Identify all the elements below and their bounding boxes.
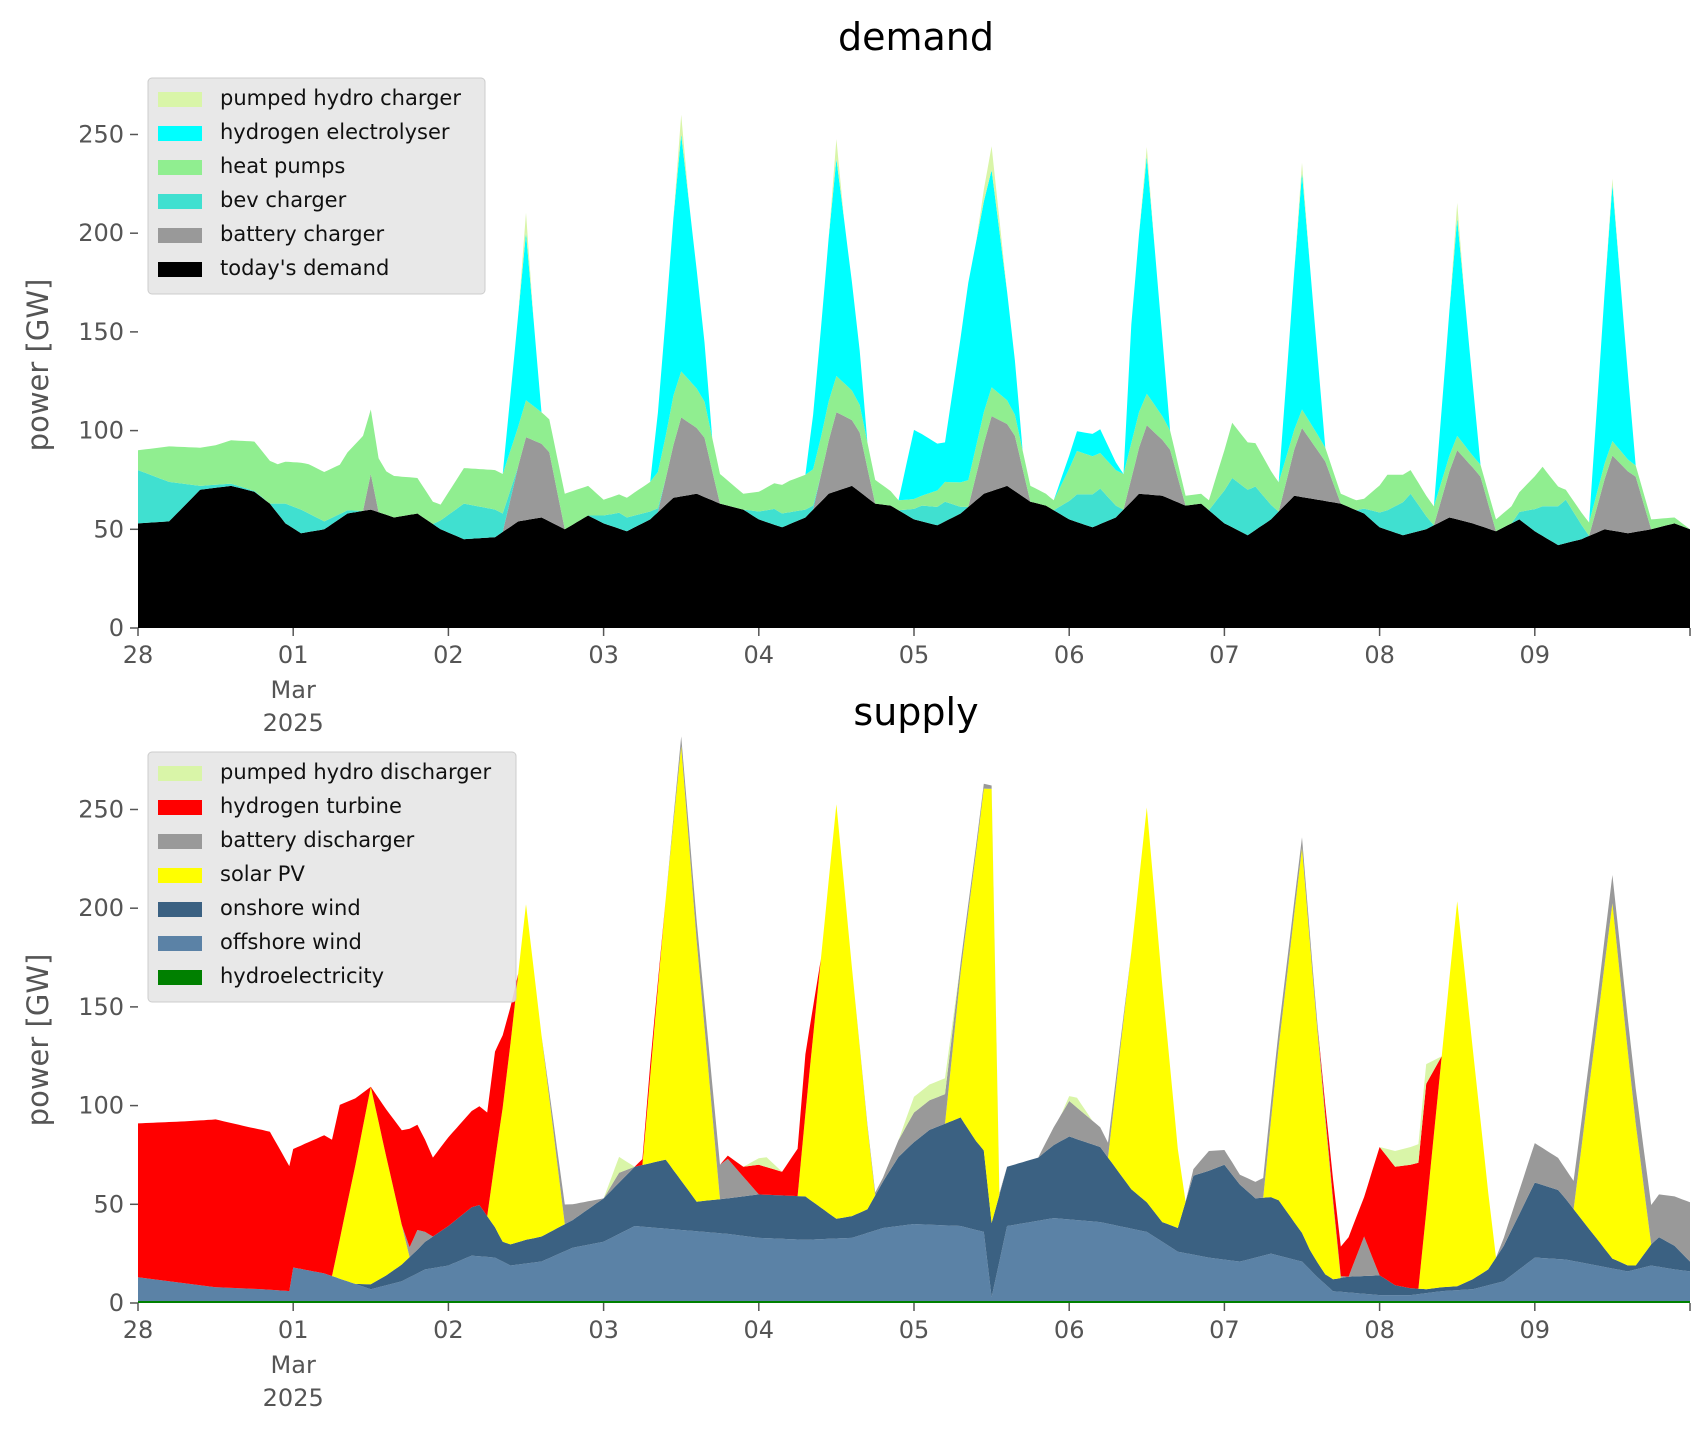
y-tick-label: 150 bbox=[78, 318, 124, 346]
series-area-today-s-demand bbox=[138, 485, 1690, 628]
legend-label-pumped-hydro-charger: pumped hydro charger bbox=[220, 86, 461, 110]
series-area-hydrogen-turbine bbox=[138, 736, 1690, 1292]
legend-label-today-s-demand: today's demand bbox=[220, 256, 389, 280]
legend-label-solar-pv: solar PV bbox=[220, 862, 305, 886]
y-tick-label: 200 bbox=[78, 219, 124, 247]
series-area-pumped-hydro-charger bbox=[138, 114, 1690, 530]
legend-swatch-today-s-demand bbox=[158, 262, 202, 277]
series-area-offshore-wind bbox=[138, 1218, 1690, 1301]
series-area-bev-charger bbox=[138, 412, 1690, 546]
legend-swatch-bev-charger bbox=[158, 194, 202, 209]
x-tick-label: 08 bbox=[1364, 1316, 1395, 1344]
legend-box bbox=[147, 77, 486, 295]
area-layer bbox=[138, 114, 1690, 628]
x-tick-label: 04 bbox=[744, 641, 775, 669]
x-tick-label: 02 bbox=[433, 641, 464, 669]
x-tick-sublabel: 2025 bbox=[263, 1384, 324, 1412]
x-tick-label: 28 bbox=[123, 641, 154, 669]
legend-swatch-hydrogen-turbine bbox=[158, 800, 202, 815]
y-tick-label: 100 bbox=[78, 1092, 124, 1120]
x-tick-label: 09 bbox=[1520, 1316, 1551, 1344]
series-area-battery-charger bbox=[138, 412, 1690, 546]
x-tick-label: 03 bbox=[588, 641, 619, 669]
legend-label-offshore-wind: offshore wind bbox=[220, 930, 362, 954]
legend-swatch-hydrogen-electrolyser bbox=[158, 126, 202, 141]
y-tick-label: 250 bbox=[78, 120, 124, 148]
series-area-onshore-wind bbox=[138, 1117, 1690, 1298]
x-tick-label: 03 bbox=[588, 1316, 619, 1344]
y-tick-label: 250 bbox=[78, 795, 124, 823]
legend-label-hydrogen-turbine: hydrogen turbine bbox=[220, 794, 402, 818]
axes: 0 50 100 150 200 250 28 01 Mar 2025 02 03 04 05 06 07 08… bbox=[78, 795, 1691, 1412]
x-tick-label: 06 bbox=[1054, 1316, 1085, 1344]
chart-title: supply bbox=[853, 690, 978, 734]
legend-label-battery-charger: battery charger bbox=[220, 222, 385, 246]
x-tick-label: 06 bbox=[1054, 641, 1085, 669]
y-tick-label: 50 bbox=[93, 1190, 124, 1218]
legend-label-pumped-hydro-discharger: pumped hydro discharger bbox=[220, 760, 491, 784]
legend-swatch-onshore-wind bbox=[158, 902, 202, 917]
x-tick-sublabel: Mar bbox=[271, 1351, 316, 1379]
area-layer bbox=[138, 736, 1690, 1303]
x-tick-sublabel: 2025 bbox=[263, 709, 324, 737]
y-tick-label: 150 bbox=[78, 993, 124, 1021]
legend-label-heat-pumps: heat pumps bbox=[220, 154, 345, 178]
x-tick-label: 04 bbox=[744, 1316, 775, 1344]
legend-swatch-battery-discharger bbox=[158, 834, 202, 849]
series-area-hydroelectricity bbox=[138, 1301, 1690, 1303]
x-tick-label: 05 bbox=[899, 641, 930, 669]
x-tick-sublabel: Mar bbox=[271, 676, 316, 704]
x-tick-label: 01 bbox=[278, 641, 309, 669]
y-tick-label: 100 bbox=[78, 417, 124, 445]
x-tick-label: 02 bbox=[433, 1316, 464, 1344]
legend-label-battery-discharger: battery discharger bbox=[220, 828, 415, 852]
legend-label-hydroelectricity: hydroelectricity bbox=[220, 964, 384, 988]
legend-label-onshore-wind: onshore wind bbox=[220, 896, 361, 920]
legend: pumped hydro charger hydrogen electrolyse… bbox=[147, 77, 486, 295]
y-tick-label: 0 bbox=[109, 614, 124, 642]
y-axis-label: power [GW] bbox=[21, 954, 55, 1127]
axes: 0 50 100 150 200 250 28 01 Mar 2025 02 03 04 05 06 07 08… bbox=[78, 120, 1691, 737]
legend-label-bev-charger: bev charger bbox=[220, 188, 347, 212]
x-tick-label: 07 bbox=[1209, 1316, 1240, 1344]
legend-swatch-hydroelectricity bbox=[158, 970, 202, 985]
x-tick-label: 08 bbox=[1364, 641, 1395, 669]
series-area-hydrogen-electrolyser bbox=[138, 134, 1690, 530]
x-tick-label: 01 bbox=[278, 1316, 309, 1344]
legend-swatch-pumped-hydro-discharger bbox=[158, 766, 202, 781]
y-tick-label: 200 bbox=[78, 894, 124, 922]
y-axis-label: power [GW] bbox=[21, 279, 55, 452]
x-tick-label: 09 bbox=[1520, 641, 1551, 669]
x-tick-label: 05 bbox=[899, 1316, 930, 1344]
y-tick-label: 0 bbox=[109, 1289, 124, 1317]
legend-label-hydrogen-electrolyser: hydrogen electrolyser bbox=[220, 120, 450, 144]
series-area-heat-pumps bbox=[138, 371, 1690, 536]
legend-swatch-battery-charger bbox=[158, 228, 202, 243]
series-area-solar-pv bbox=[138, 746, 1690, 1292]
legend-swatch-pumped-hydro-charger bbox=[158, 92, 202, 107]
x-tick-label: 28 bbox=[123, 1316, 154, 1344]
legend-swatch-heat-pumps bbox=[158, 160, 202, 175]
legend-swatch-solar-pv bbox=[158, 868, 202, 883]
legend: pumped hydro discharger hydrogen turbine b… bbox=[147, 751, 517, 1003]
chart-title: demand bbox=[838, 15, 994, 59]
y-tick-label: 50 bbox=[93, 515, 124, 543]
legend-swatch-offshore-wind bbox=[158, 936, 202, 951]
x-tick-label: 07 bbox=[1209, 641, 1240, 669]
legend-box bbox=[147, 751, 517, 1003]
